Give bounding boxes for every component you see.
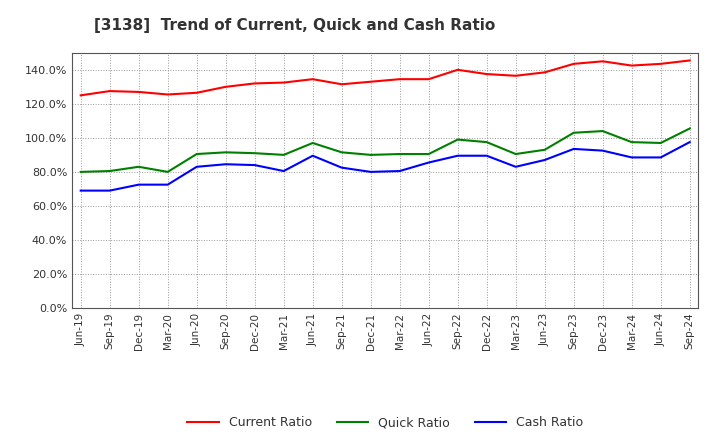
Current Ratio — [366, 79, 375, 84]
Current Ratio — [279, 80, 288, 85]
Line: Quick Ratio: Quick Ratio — [81, 128, 690, 172]
Cash Ratio — [338, 165, 346, 170]
Cash Ratio — [221, 161, 230, 167]
Cash Ratio — [541, 158, 549, 163]
Quick Ratio — [338, 150, 346, 155]
Cash Ratio — [570, 146, 578, 151]
Current Ratio — [105, 88, 114, 94]
Current Ratio — [424, 77, 433, 82]
Cash Ratio — [657, 155, 665, 160]
Quick Ratio — [395, 151, 404, 157]
Cash Ratio — [105, 188, 114, 193]
Cash Ratio — [685, 139, 694, 145]
Current Ratio — [685, 58, 694, 63]
Quick Ratio — [105, 169, 114, 174]
Current Ratio — [221, 84, 230, 89]
Text: [3138]  Trend of Current, Quick and Cash Ratio: [3138] Trend of Current, Quick and Cash … — [94, 18, 495, 33]
Quick Ratio — [424, 151, 433, 157]
Quick Ratio — [685, 126, 694, 131]
Quick Ratio — [598, 128, 607, 134]
Current Ratio — [541, 70, 549, 75]
Cash Ratio — [76, 188, 85, 193]
Cash Ratio — [598, 148, 607, 153]
Quick Ratio — [221, 150, 230, 155]
Quick Ratio — [308, 140, 317, 146]
Quick Ratio — [135, 164, 143, 169]
Cash Ratio — [482, 153, 491, 158]
Line: Current Ratio: Current Ratio — [81, 60, 690, 95]
Quick Ratio — [454, 137, 462, 142]
Current Ratio — [308, 77, 317, 82]
Quick Ratio — [279, 152, 288, 158]
Current Ratio — [657, 61, 665, 66]
Current Ratio — [76, 93, 85, 98]
Quick Ratio — [541, 147, 549, 152]
Cash Ratio — [627, 155, 636, 160]
Quick Ratio — [482, 139, 491, 145]
Cash Ratio — [308, 153, 317, 158]
Cash Ratio — [279, 169, 288, 174]
Current Ratio — [627, 63, 636, 68]
Cash Ratio — [163, 182, 172, 187]
Cash Ratio — [454, 153, 462, 158]
Cash Ratio — [424, 160, 433, 165]
Quick Ratio — [163, 169, 172, 175]
Cash Ratio — [366, 169, 375, 175]
Cash Ratio — [251, 162, 259, 168]
Line: Cash Ratio: Cash Ratio — [81, 142, 690, 191]
Current Ratio — [251, 81, 259, 86]
Current Ratio — [598, 59, 607, 64]
Current Ratio — [192, 90, 201, 95]
Quick Ratio — [657, 140, 665, 146]
Current Ratio — [570, 61, 578, 66]
Quick Ratio — [570, 130, 578, 136]
Current Ratio — [511, 73, 520, 78]
Cash Ratio — [395, 169, 404, 174]
Quick Ratio — [192, 151, 201, 157]
Current Ratio — [163, 92, 172, 97]
Quick Ratio — [76, 169, 85, 175]
Quick Ratio — [627, 139, 636, 145]
Current Ratio — [395, 77, 404, 82]
Quick Ratio — [366, 152, 375, 158]
Legend: Current Ratio, Quick Ratio, Cash Ratio: Current Ratio, Quick Ratio, Cash Ratio — [182, 411, 588, 434]
Current Ratio — [338, 82, 346, 87]
Quick Ratio — [511, 151, 520, 157]
Cash Ratio — [192, 164, 201, 169]
Current Ratio — [482, 71, 491, 77]
Current Ratio — [135, 89, 143, 95]
Current Ratio — [454, 67, 462, 73]
Cash Ratio — [511, 164, 520, 169]
Cash Ratio — [135, 182, 143, 187]
Quick Ratio — [251, 150, 259, 156]
